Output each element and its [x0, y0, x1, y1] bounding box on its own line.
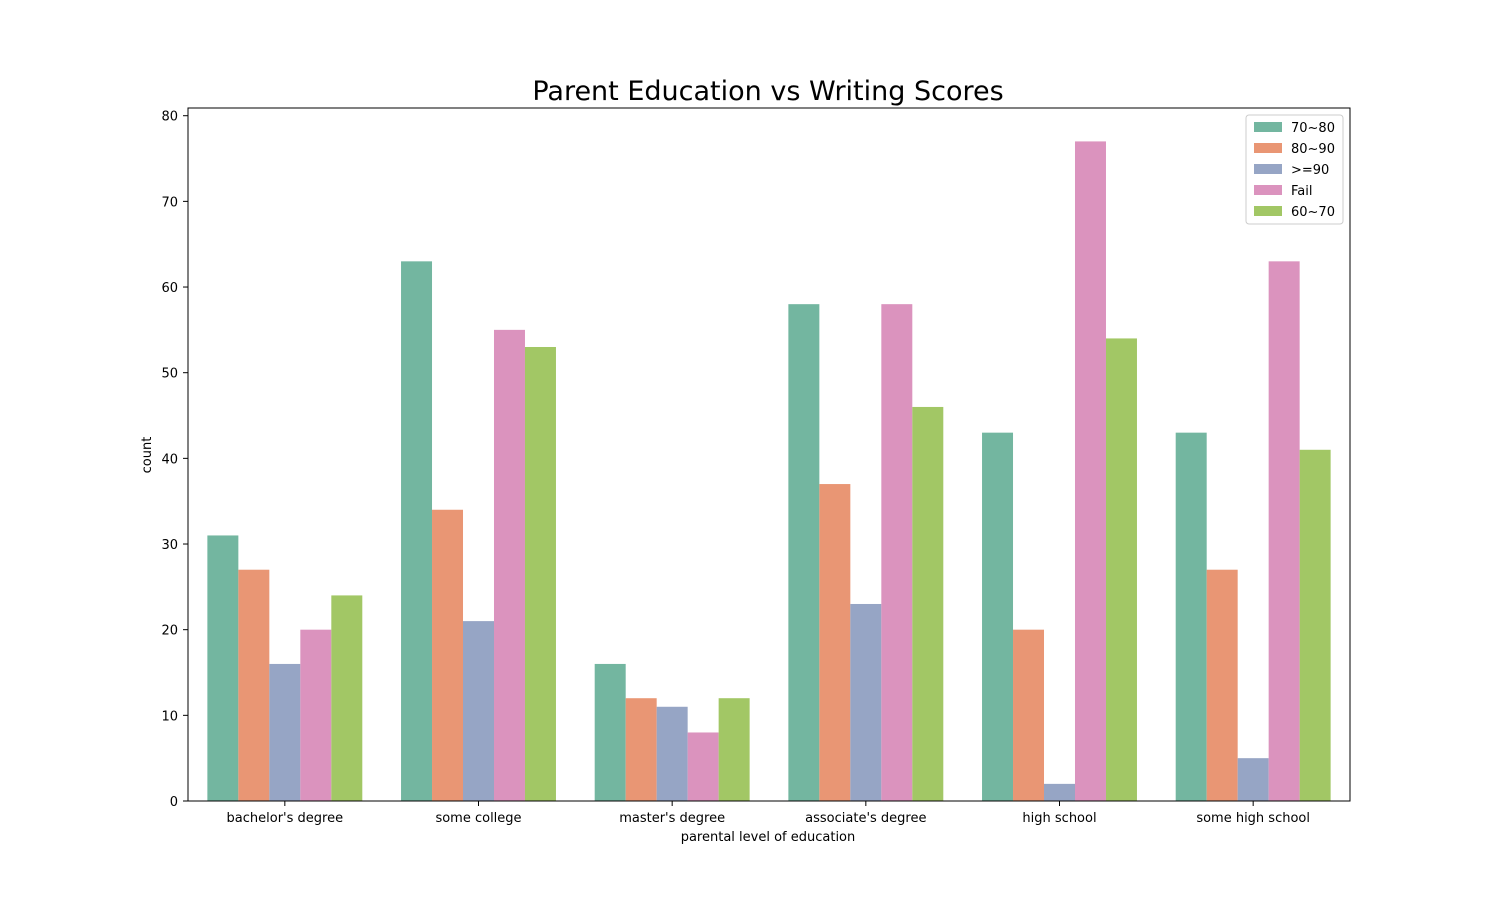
legend-label-60~70: 60~70 [1291, 205, 1335, 220]
bars-group [207, 141, 1331, 802]
bar-60~70-some high school [1299, 449, 1331, 801]
legend-swatch-60~70 [1254, 206, 1282, 216]
bar-80~90-master's degree [625, 698, 657, 801]
bar-70~80-high school [982, 432, 1014, 801]
bar->=90-master's degree [656, 706, 688, 801]
plot-frame [187, 107, 1351, 802]
bar-Fail-high school [1074, 141, 1106, 802]
bar-60~70-some college [524, 346, 556, 801]
bar-60~70-master's degree [718, 698, 750, 801]
y-tick-label: 30 [161, 538, 178, 553]
bar->=90-high school [1044, 783, 1075, 801]
x-tick-label: master's degree [619, 811, 725, 826]
bar-Fail-associate's degree [881, 304, 913, 801]
y-tick-label: 50 [161, 367, 178, 382]
legend-label->=90: >=90 [1291, 163, 1329, 178]
bar-80~90-high school [1013, 629, 1045, 801]
axes-group: 0 10 20 30 40 50 60 70 80 bachelor's degree some c… [161, 107, 1351, 826]
x-tick-label: some college [435, 811, 521, 826]
bar->=90-some college [463, 621, 494, 801]
bar-70~80-some college [401, 261, 433, 801]
y-tick-label: 40 [161, 452, 178, 467]
legend: 70~80 80~90 >=90 Fail 60~70 [1245, 114, 1344, 225]
y-axis-label: count [140, 437, 155, 474]
bar-80~90-some high school [1206, 569, 1238, 801]
bar-70~80-master's degree [594, 663, 626, 801]
bar-70~80-bachelor's degree [207, 535, 239, 801]
bar-Fail-bachelor's degree [300, 629, 332, 801]
bar-80~90-some college [432, 509, 464, 801]
bar-80~90-bachelor's degree [238, 569, 270, 801]
y-tick-label: 70 [161, 195, 178, 210]
x-tick-label: high school [1022, 811, 1096, 826]
bar->=90-bachelor's degree [269, 663, 301, 801]
bar->=90-associate's degree [850, 603, 882, 801]
legend-box [1245, 114, 1344, 225]
y-tick-label: 0 [170, 795, 178, 810]
legend-label-70~80: 70~80 [1291, 121, 1335, 136]
bar-70~80-some high school [1175, 432, 1207, 801]
y-tick-label: 60 [161, 281, 178, 296]
bar-Fail-some high school [1268, 261, 1300, 801]
bar-Fail-master's degree [687, 732, 719, 801]
legend-label-Fail: Fail [1291, 184, 1312, 199]
legend-swatch-Fail [1254, 185, 1282, 195]
bar-60~70-high school [1105, 338, 1137, 801]
legend-swatch-70~80 [1254, 122, 1282, 132]
x-tick-label: bachelor's degree [227, 811, 344, 826]
chart-title: Parent Education vs Writing Scores [532, 76, 1003, 107]
bar-Fail-some college [493, 329, 525, 801]
bar-70~80-associate's degree [788, 304, 820, 801]
bar-60~70-bachelor's degree [331, 595, 363, 801]
x-tick-label: associate's degree [805, 811, 926, 826]
y-tick-label: 20 [161, 624, 178, 639]
bar->=90-some high school [1237, 758, 1269, 801]
legend-label-80~90: 80~90 [1291, 142, 1335, 157]
x-tick-label: some high school [1196, 811, 1310, 826]
x-axis-label: parental level of education [681, 830, 856, 845]
bar-60~70-associate's degree [912, 406, 944, 801]
bar-80~90-associate's degree [819, 484, 851, 801]
y-tick-label: 10 [161, 709, 178, 724]
legend-swatch-80~90 [1254, 143, 1282, 153]
y-tick-label: 80 [161, 110, 178, 125]
legend-swatch->=90 [1254, 164, 1282, 174]
